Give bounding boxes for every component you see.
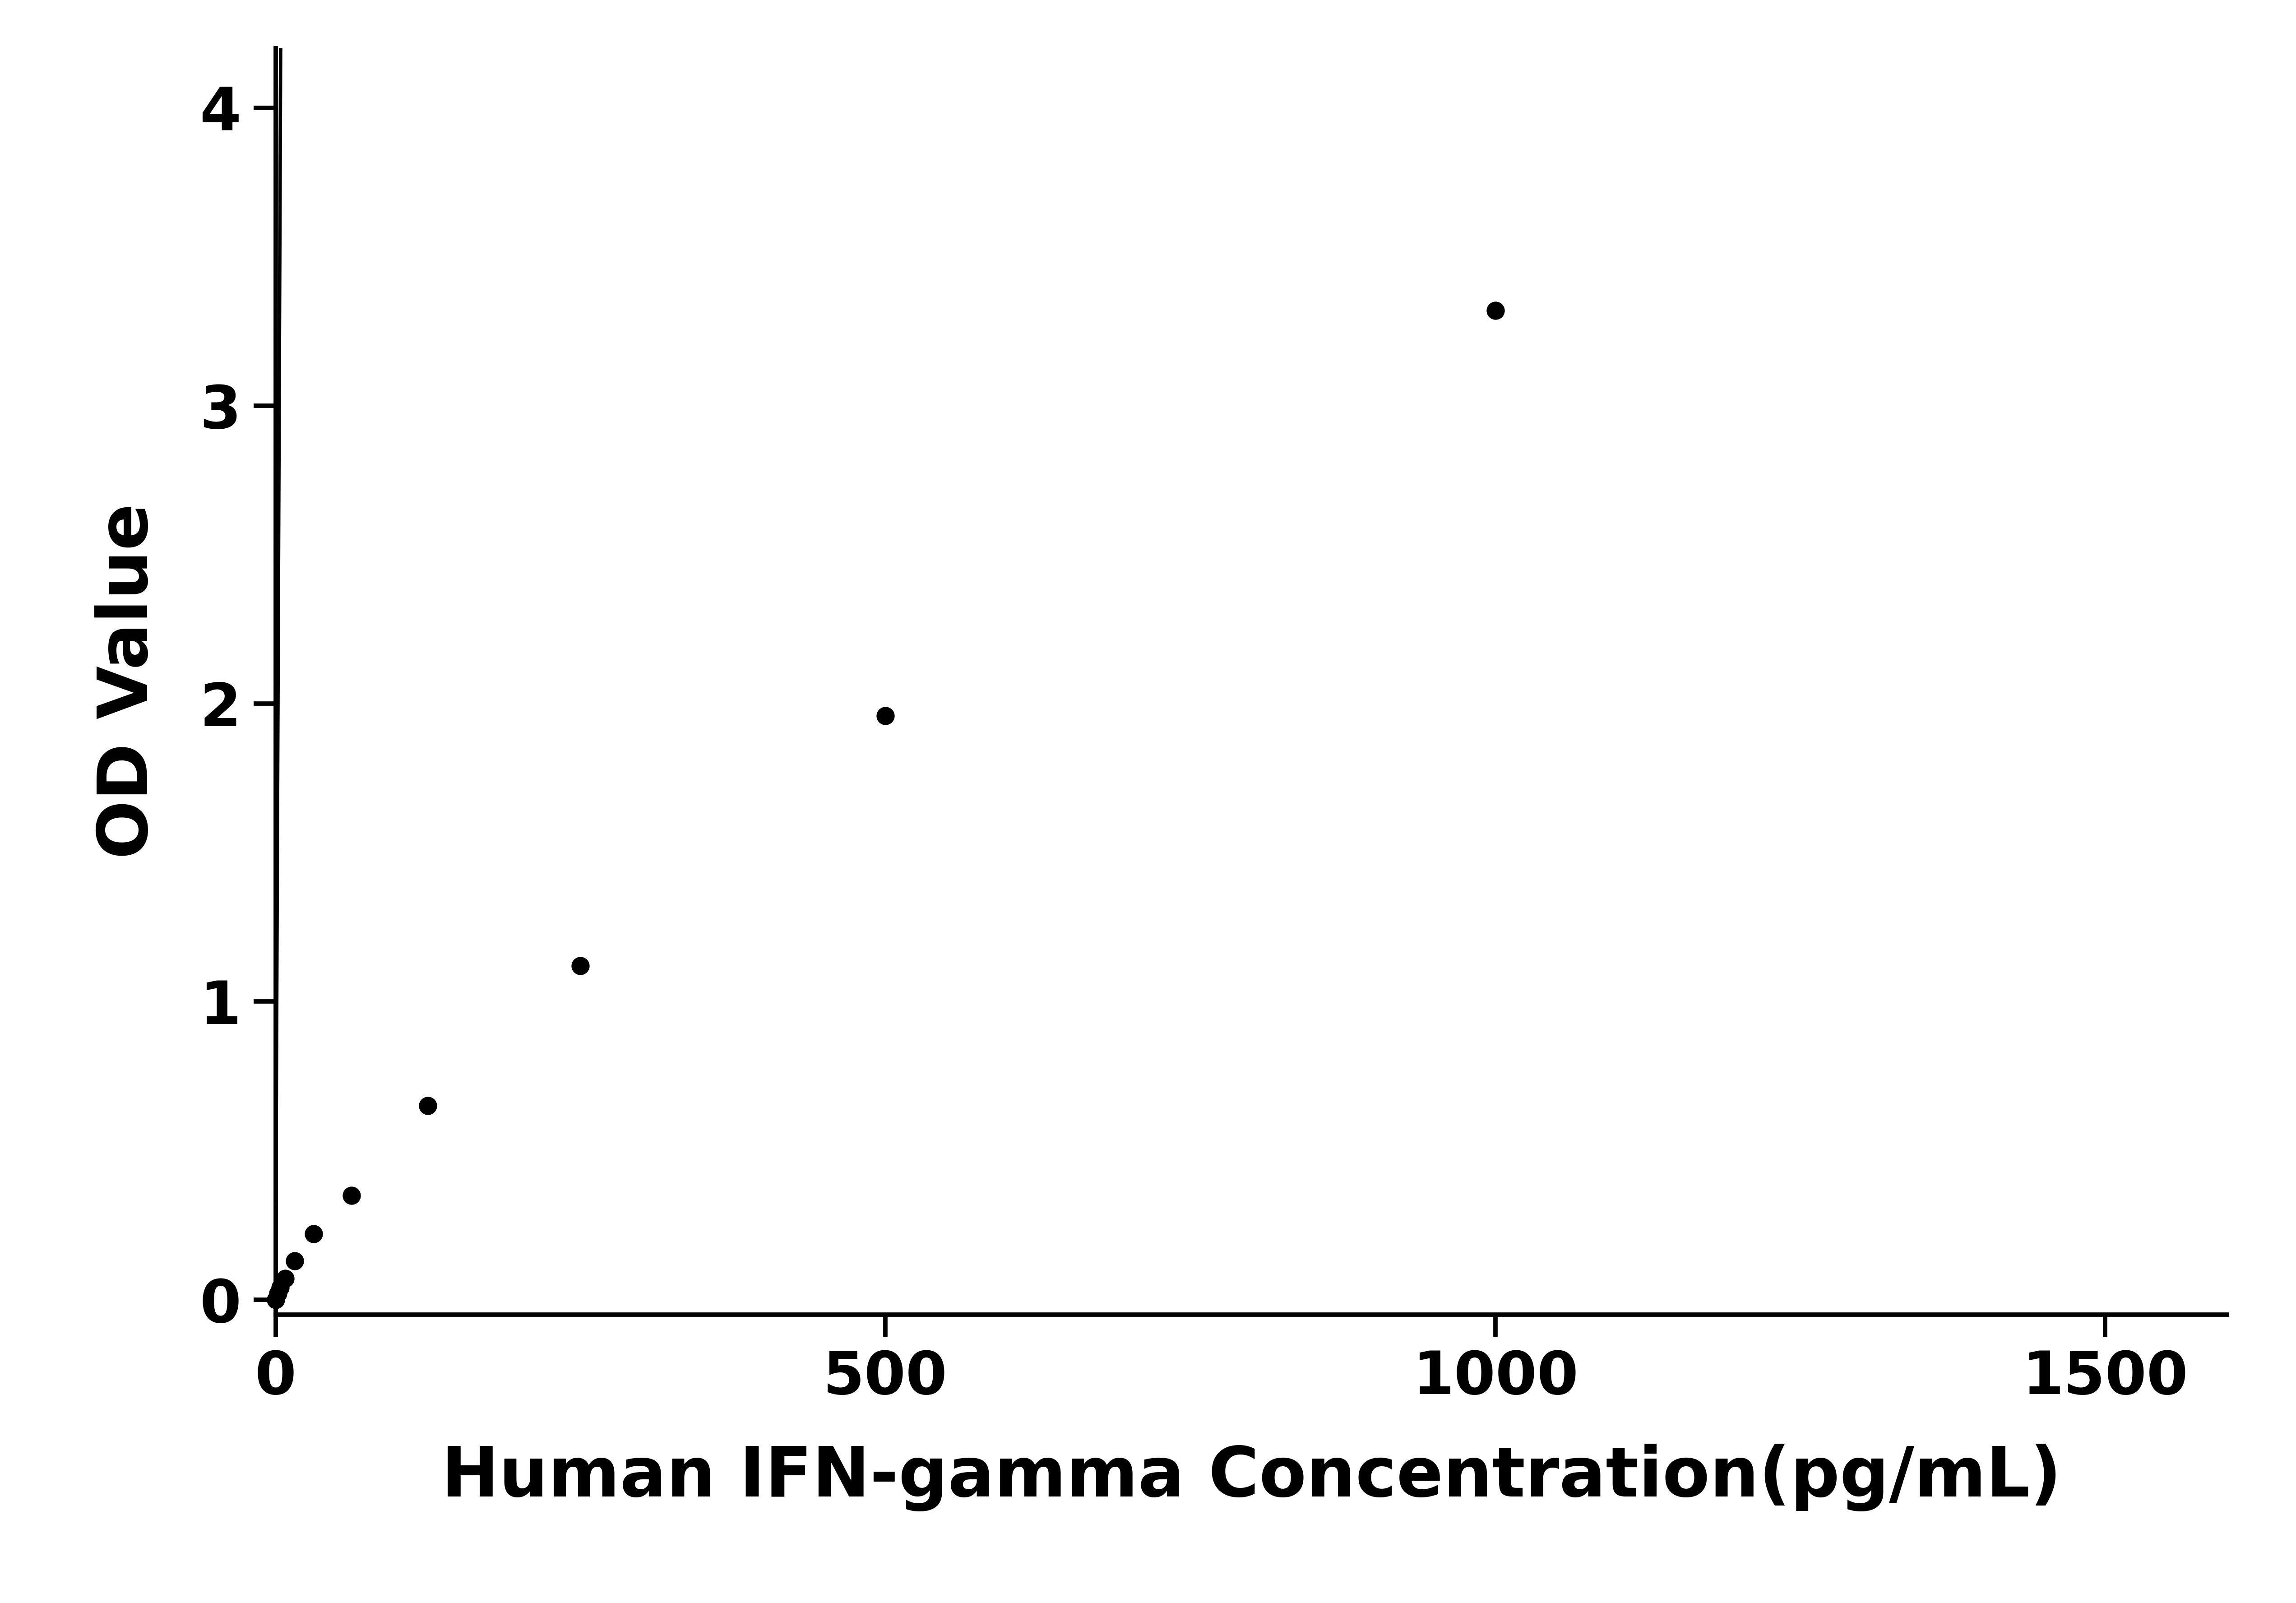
X-axis label: Human IFN-gamma Concentration(pg/mL): Human IFN-gamma Concentration(pg/mL) [441, 1444, 2062, 1512]
Point [259, 1281, 296, 1306]
Point [262, 1274, 298, 1300]
Point [296, 1221, 333, 1247]
Point [333, 1183, 370, 1209]
Y-axis label: OD Value: OD Value [94, 503, 163, 859]
Point [563, 954, 599, 979]
Point [1476, 298, 1513, 324]
Point [409, 1093, 445, 1119]
Point [257, 1287, 294, 1313]
Point [266, 1266, 303, 1292]
Point [276, 1249, 312, 1274]
Point [868, 702, 905, 728]
